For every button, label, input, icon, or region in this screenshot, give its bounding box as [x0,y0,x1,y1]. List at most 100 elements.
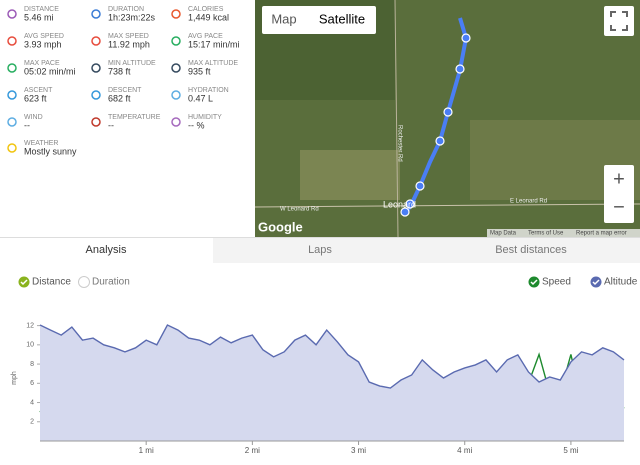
stat-icon [171,90,181,100]
map-footer [487,229,640,237]
x-tick-label: 2 mi [245,446,260,455]
route-marker[interactable] [405,199,415,209]
stat-label: MAX SPEED [108,33,149,40]
toggle-label[interactable]: Duration [92,277,130,288]
stat-icon [7,63,17,73]
stat-icon [7,143,17,153]
y-tick-label: 6 [30,380,34,387]
stat-value: 623 ft [24,93,47,103]
map-footer-link[interactable]: Map Data [490,231,517,237]
fullscreen-icon [610,11,628,31]
stat-value: Mostly sunny [24,146,77,156]
tab-active [0,238,213,263]
map-footer-link[interactable]: Report a map error [576,231,627,237]
stat-icon [91,117,101,127]
stat-label: DURATION [108,6,144,13]
stat-value: 1,449 kcal [188,12,229,22]
check-icon [592,279,600,286]
stat-label: HYDRATION [188,87,229,94]
satellite-button[interactable]: Satellite [319,11,365,26]
stat-label: AVG PACE [188,33,223,40]
stat-value: 5.46 mi [24,12,54,22]
stat-value: 0.47 L [188,93,213,103]
stat-value: 05:02 min/mi [24,66,76,76]
stat-label: WEATHER [24,140,58,147]
stat-icon [91,63,101,73]
stat-label: CALORIES [188,6,224,13]
toggle-label[interactable]: Distance [32,277,71,288]
town-label: Leonard [383,199,416,209]
stat-icon [7,9,17,19]
altitude-area [40,325,624,441]
stat-icon [91,90,101,100]
x-tick-label: 5 mi [563,446,578,455]
google-logo: Google [258,219,303,234]
tab[interactable]: Laps [308,244,332,256]
stat-value: -- [108,120,114,130]
y-tick-label: 4 [30,399,34,406]
zoom-out[interactable]: − [613,196,625,218]
stat-icon [7,117,17,127]
y-axis-title: mph [11,371,18,385]
stat-label: MAX PACE [24,60,60,67]
stat-label: TEMPERATURE [108,114,161,121]
tab[interactable]: Best distances [495,244,567,256]
road-label: E Leonard Rd [510,199,547,205]
stat-label: MIN ALTITUDE [108,60,156,67]
map-button[interactable]: Map [271,11,296,26]
stat-value: 15:17 min/mi [188,39,240,49]
stat-value: 935 ft [188,66,211,76]
stat-value: 11.92 mph [108,39,150,49]
y-tick-label: 2 [30,419,34,426]
x-tick-label: 1 mi [139,446,154,455]
stat-label: WIND [24,114,43,121]
map-type-control [262,6,376,34]
x-tick-label: 4 mi [457,446,472,455]
stat-label: AVG SPEED [24,33,64,40]
stat-label: DESCENT [108,87,142,94]
map-footer-link[interactable]: Terms of Use [528,231,564,237]
stat-label: HUMIDITY [188,114,222,121]
stat-value: 3.93 mph [24,39,62,49]
map-field [300,150,400,200]
route-marker[interactable] [415,181,425,191]
legend-label[interactable]: Altitude [604,277,638,288]
stat-label: DISTANCE [24,6,59,13]
zoom-control [604,165,634,223]
stat-icon [171,36,181,46]
route-marker[interactable] [443,107,453,117]
stat-icon [91,9,101,19]
map-road [394,0,399,238]
stat-value: 738 ft [108,66,131,76]
map-road [254,203,640,208]
legend-label[interactable]: Speed [542,277,571,288]
y-tick-label: 8 [30,361,34,368]
x-tick-label: 3 mi [351,446,366,455]
stat-icon [91,36,101,46]
toggle-check[interactable] [78,276,90,288]
stat-icon [171,63,181,73]
tab[interactable]: Analysis [86,244,127,256]
road-label: Rochester Rd [396,125,402,162]
stat-value: 682 ft [108,93,131,103]
y-tick-label: 12 [26,322,34,329]
route-marker[interactable] [455,64,465,74]
stat-label: MAX ALTITUDE [188,60,238,67]
zoom-in[interactable]: + [613,168,625,190]
stat-icon [171,9,181,19]
route-marker[interactable] [400,207,410,217]
fullscreen-button[interactable] [604,6,634,36]
y-tick-label: 10 [26,342,34,349]
stat-icon [7,36,17,46]
stat-icon [171,117,181,127]
route-marker[interactable] [435,136,445,146]
check-icon [530,279,538,286]
route-marker[interactable] [461,33,471,43]
stat-value: 1h:23m:22s [108,12,156,22]
stat-icon [7,90,17,100]
stat-value: -- [24,120,30,130]
stat-value: -- % [188,120,205,130]
series-line [39,324,625,389]
